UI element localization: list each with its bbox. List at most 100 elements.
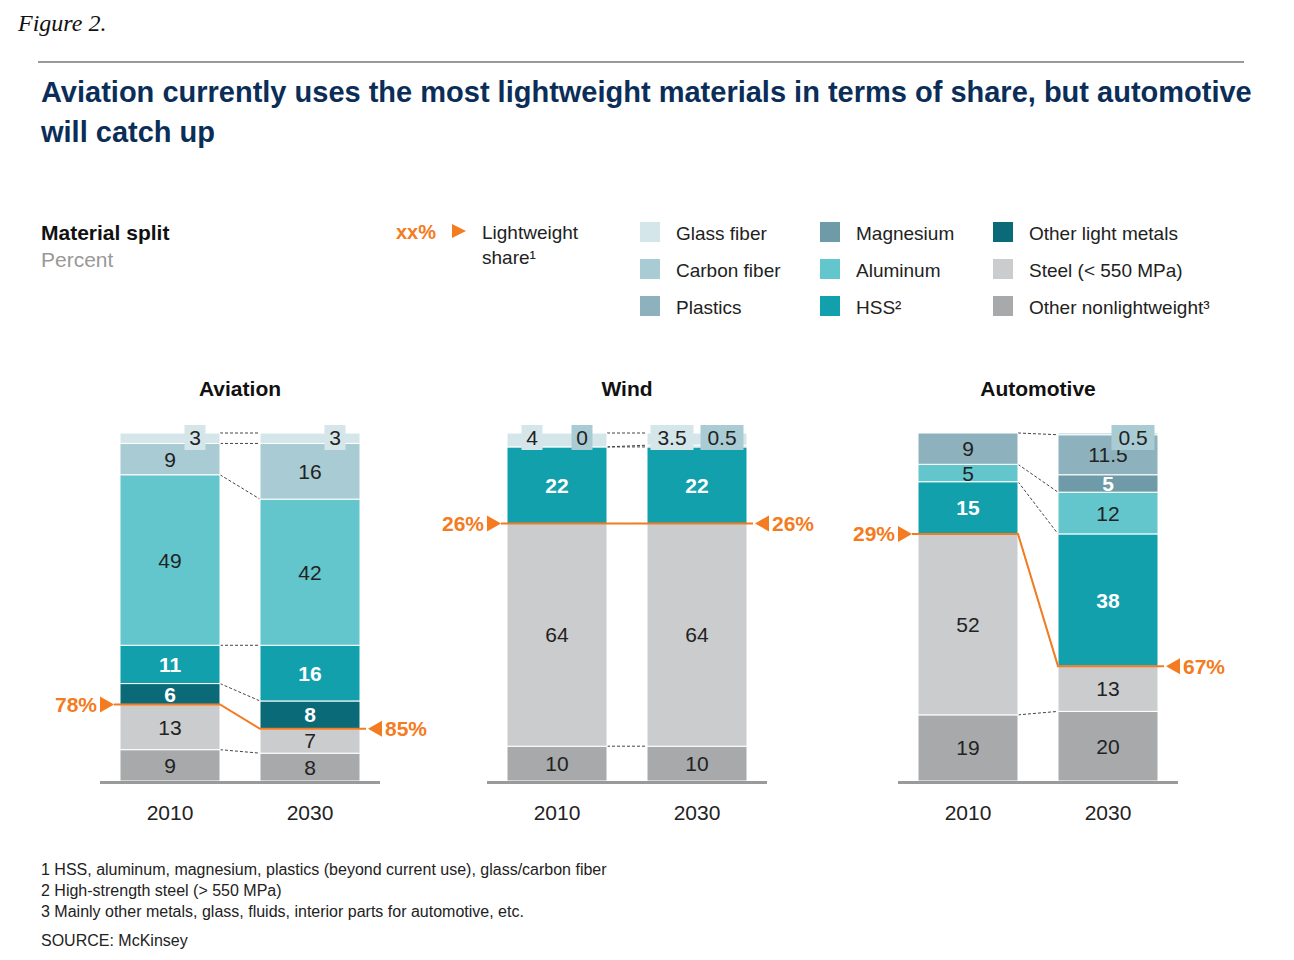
bar-segment: HSS²: [1058, 534, 1158, 666]
share-label: 29%: [853, 522, 895, 545]
data-label: 5: [962, 462, 974, 485]
share-arrow: [898, 526, 912, 542]
source: SOURCE: McKinsey: [41, 932, 188, 950]
connector: [607, 433, 647, 434]
label-box: [325, 425, 346, 450]
bar-segment: HSS²: [507, 447, 607, 524]
category-label: 2030: [674, 801, 721, 824]
bar-segment: Aluminum: [1058, 492, 1158, 534]
legend-swatch: [993, 259, 1013, 279]
data-label: 3: [329, 426, 341, 449]
panel-title: Wind: [601, 377, 652, 400]
bar-segment: Other nonlightweight³: [260, 753, 360, 781]
bar-segment: Other nonlightweight³: [647, 746, 747, 781]
share-label: 67%: [1183, 655, 1225, 678]
legend-label: Aluminum: [856, 260, 940, 281]
data-label: 7: [304, 729, 316, 752]
bar-segment: HSS²: [120, 645, 220, 683]
share-label: 78%: [55, 693, 97, 716]
data-labels: 106422401064223.50.5: [522, 425, 744, 775]
connector: [220, 684, 260, 701]
share-arrow: [1166, 658, 1180, 674]
share-label: 26%: [442, 512, 484, 535]
unit-label: Percent: [41, 248, 114, 271]
connectors: [1018, 433, 1058, 715]
legend-label: Other nonlightweight³: [1029, 297, 1210, 318]
connectors: [607, 433, 647, 746]
share-arrow: [368, 721, 382, 737]
data-label: 49: [158, 549, 181, 572]
bar-segment: Steel (< 550 MPa): [507, 523, 607, 746]
legend-swatch: [993, 222, 1013, 242]
legend-swatch: [820, 222, 840, 242]
data-labels: 91361149938781642163: [158, 425, 345, 779]
data-label: 3: [189, 426, 201, 449]
legend-swatch: [640, 259, 660, 279]
bar-segment: Aluminum: [260, 499, 360, 645]
legend-label: Glass fiber: [676, 223, 767, 244]
baseline: [898, 781, 1178, 784]
footnote: 2 High-strength steel (> 550 MPa): [41, 880, 607, 901]
share-label: 26%: [772, 512, 814, 535]
bar-segment: Steel (< 550 MPa): [647, 523, 747, 746]
share-arrow: [100, 696, 114, 712]
legend-label: Plastics: [676, 297, 741, 318]
connector: [220, 475, 260, 499]
legend-swatch: [820, 296, 840, 316]
connector: [607, 746, 647, 747]
connector: [1018, 482, 1058, 534]
data-label: 4: [526, 426, 538, 449]
connector: [607, 445, 647, 447]
label-box: [522, 425, 543, 450]
data-label: 52: [956, 613, 979, 636]
label-box: [185, 425, 206, 450]
data-label: 64: [685, 623, 709, 646]
bar-segment: Steel (< 550 MPa): [918, 534, 1018, 715]
label-box: [651, 425, 694, 450]
connector: [1018, 711, 1058, 714]
bar-segment: HSS²: [260, 645, 360, 701]
bar-segment: Other nonlightweight³: [120, 750, 220, 781]
connector: [220, 645, 260, 646]
data-label: 42: [298, 561, 321, 584]
subtitle: Material split: [41, 221, 169, 244]
baseline: [487, 781, 767, 784]
chart-canvas: Material split Percent xx% Glass fiber Carbo…: [0, 0, 1294, 960]
data-label: 22: [545, 474, 568, 497]
data-label: 16: [298, 460, 321, 483]
figure-label: Figure 2.: [18, 10, 106, 37]
bar-segment: Other nonlightweight³: [918, 715, 1018, 781]
legend-swatch: [640, 296, 660, 316]
bar-segment: Steel (< 550 MPa): [260, 729, 360, 753]
lightweight-legend-label: Lightweight share¹: [482, 220, 602, 270]
panel: WindOther nonlightweight³Steel (< 550 MP…: [442, 377, 814, 824]
share-label: 85%: [385, 717, 427, 740]
lightweight-share-line: [501, 522, 753, 524]
category-label: 2030: [287, 801, 334, 824]
category-label: 2010: [945, 801, 992, 824]
bar-segment: HSS²: [647, 447, 747, 524]
bar-segment: Steel (< 550 MPa): [1058, 666, 1158, 711]
legend-swatch: [993, 296, 1013, 316]
data-label: 6: [164, 683, 176, 706]
data-label: 15: [956, 496, 980, 519]
lightweight-legend-symbol: xx%: [396, 221, 436, 243]
data-label: 19: [956, 736, 979, 759]
lightweight-share-line: [114, 704, 366, 728]
category-label: 2030: [1085, 801, 1132, 824]
data-label: 9: [962, 437, 974, 460]
panel: AutomotiveOther nonlightweight³Steel (< …: [853, 377, 1225, 824]
label-box: [1112, 425, 1155, 450]
category-label: 2010: [534, 801, 581, 824]
bar-segment: Carbon fiber: [260, 443, 360, 499]
header-rule: [38, 61, 1244, 63]
data-label: 38: [1096, 589, 1120, 612]
footnote: 3 Mainly other metals, glass, fluids, in…: [41, 901, 607, 922]
data-label: 5: [1102, 472, 1114, 495]
connector: [220, 443, 260, 444]
data-labels: 1952155920133812511.50.5: [956, 425, 1154, 759]
bars: Other nonlightweight³Steel (< 550 MPa)HS…: [507, 433, 747, 781]
legend-label: Other light metals: [1029, 223, 1178, 244]
legend-label: Steel (< 550 MPa): [1029, 260, 1183, 281]
data-label: 10: [545, 752, 568, 775]
